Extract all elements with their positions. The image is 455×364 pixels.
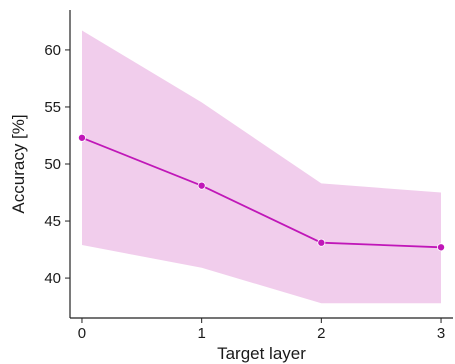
confidence-band-layer (82, 30, 441, 304)
data-point (197, 181, 206, 190)
x-tick-label: 3 (437, 325, 445, 342)
y-tick-label: 45 (44, 213, 61, 230)
x-tick-label: 2 (317, 325, 325, 342)
x-axis-label: Target layer (217, 344, 306, 363)
confidence-band (82, 30, 441, 304)
axes (65, 10, 453, 323)
x-tick-label: 0 (78, 325, 86, 342)
y-tick-label: 40 (44, 270, 61, 287)
y-tick-label: 55 (44, 99, 61, 116)
series-line-layer (81, 136, 442, 249)
data-point (437, 243, 446, 252)
data-point (317, 238, 326, 247)
y-tick-label: 50 (44, 156, 61, 173)
data-points-layer (77, 133, 446, 252)
series-line (81, 136, 442, 249)
y-axis-label: Accuracy [%] (9, 114, 28, 213)
data-point (77, 133, 86, 142)
tick-labels: 40 45 50 55 60 0 1 2 3 (44, 42, 445, 342)
x-tick-label: 1 (197, 325, 205, 342)
y-tick-label: 60 (44, 42, 61, 59)
